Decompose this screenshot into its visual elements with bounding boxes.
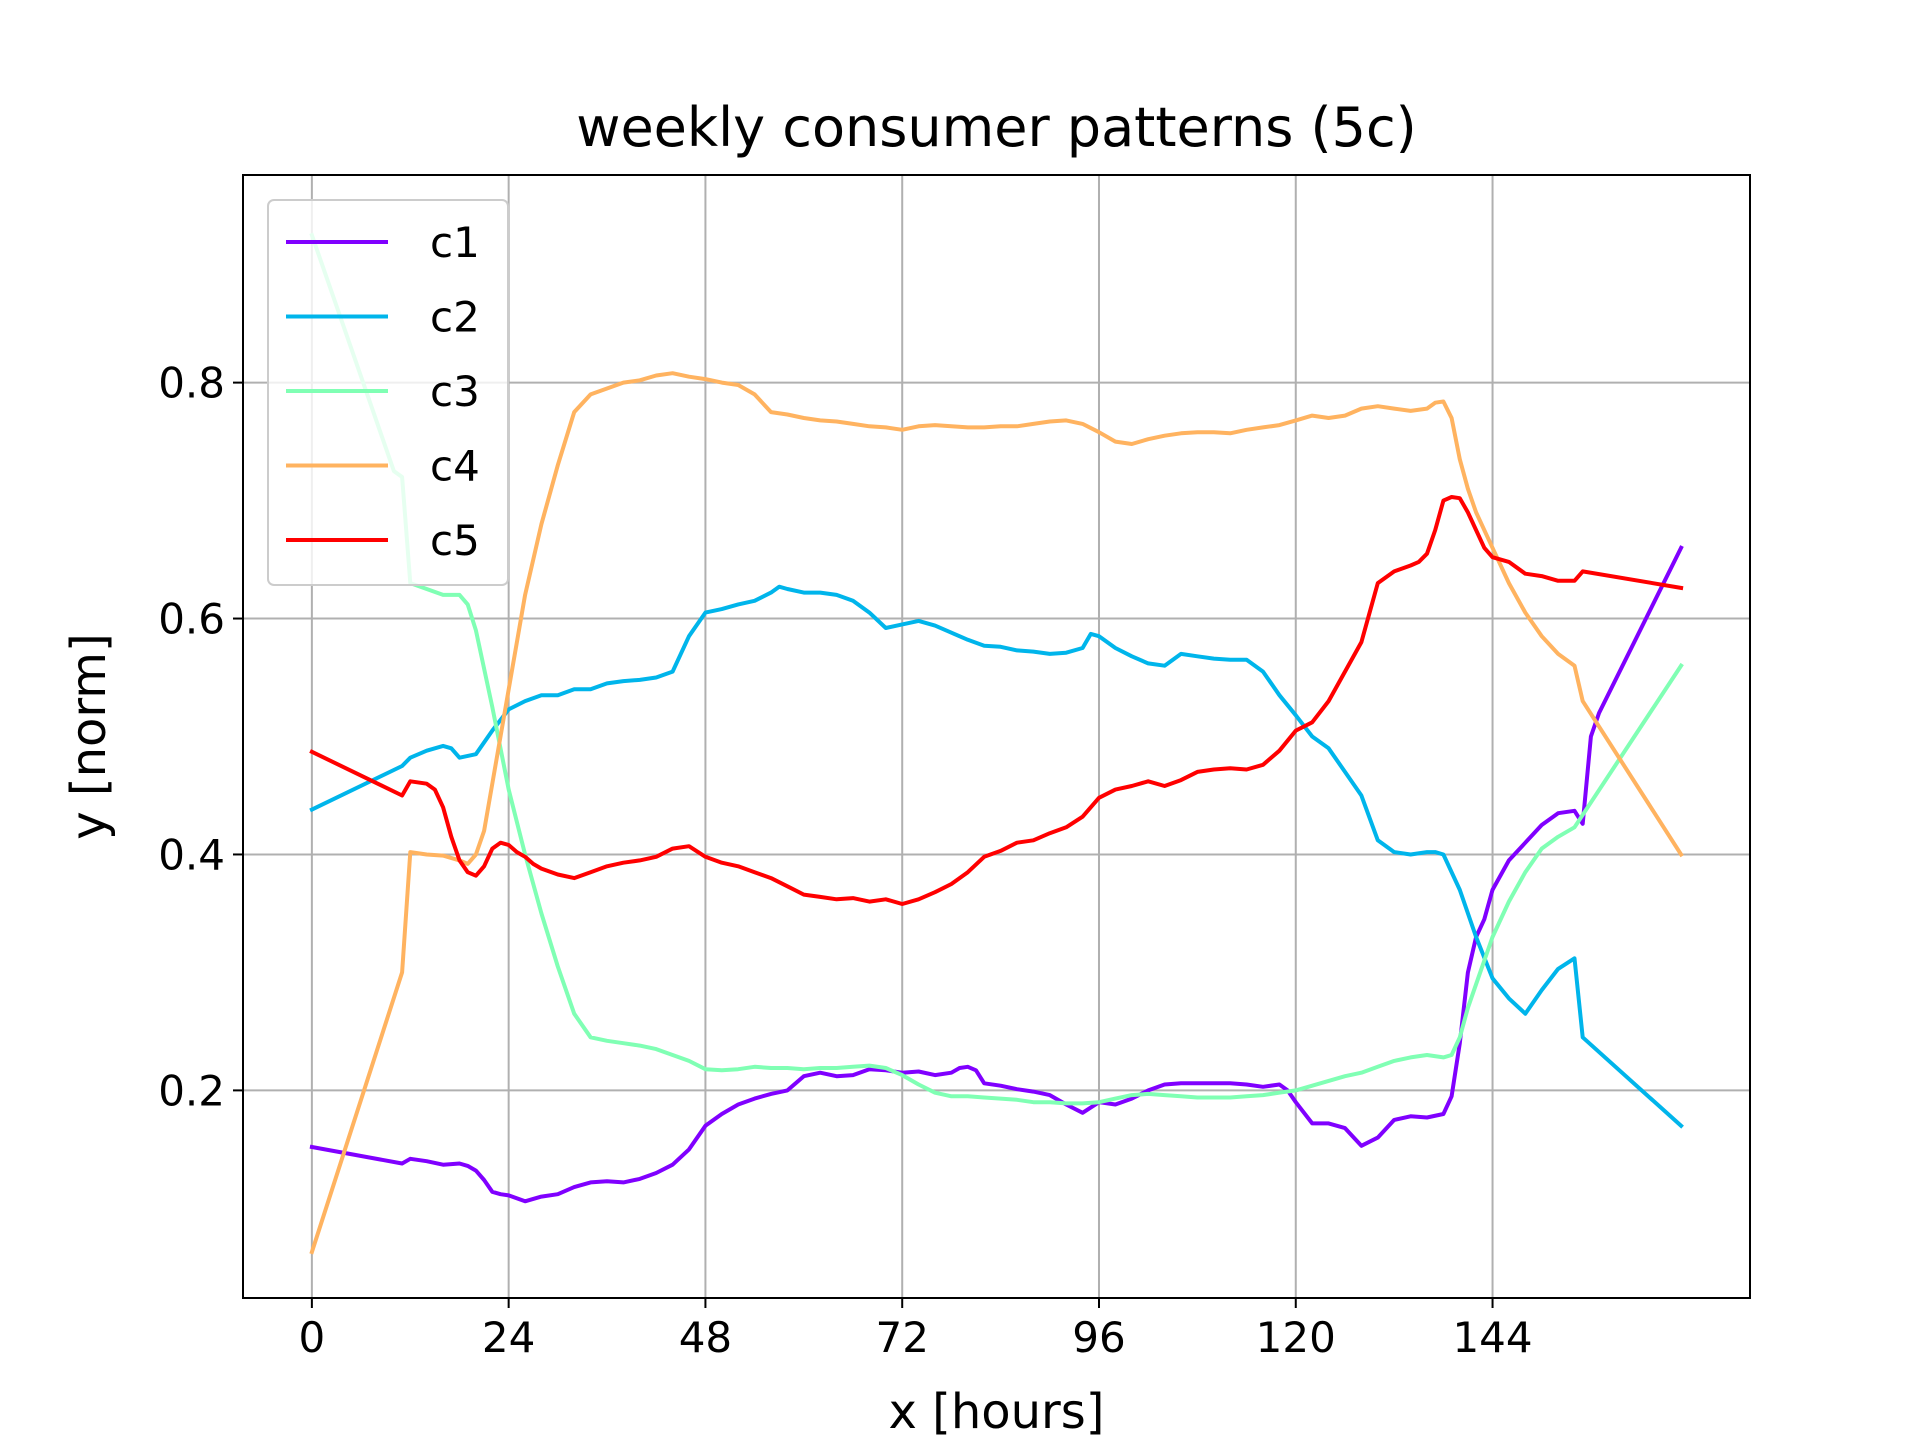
legend-label-c1: c1	[430, 218, 480, 267]
series-line-c1	[309, 545, 1684, 1204]
x-tick-label: 48	[679, 1313, 732, 1362]
chart-title: weekly consumer patterns (5c)	[576, 96, 1416, 159]
legend-label-c4: c4	[430, 442, 480, 491]
y-axis-label: y [norm]	[61, 633, 117, 840]
legend-label-c2: c2	[430, 293, 480, 342]
x-tick-label: 24	[482, 1313, 535, 1362]
legend-label-c5: c5	[430, 516, 480, 565]
axes-frame	[242, 174, 1751, 1299]
y-tick-label: 0.4	[158, 830, 225, 879]
legend: c1 c2 c3 c4 c5	[267, 199, 509, 586]
x-tick-label: 144	[1452, 1313, 1532, 1362]
series-line-c5	[309, 495, 1684, 906]
x-axis-label: x [hours]	[888, 1384, 1104, 1440]
y-tick-label: 0.6	[158, 595, 225, 644]
series-line-c2	[309, 584, 1684, 1129]
x-tick-label: 96	[1072, 1313, 1125, 1362]
legend-label-c3: c3	[430, 367, 480, 416]
plot-series	[309, 232, 1684, 1255]
grid-lines	[243, 175, 1750, 1298]
y-tick-label: 0.2	[158, 1066, 225, 1115]
axis-ticks: 0 24 48 72 96 120 144 0.2 0.4 0.6 0.8	[158, 359, 1532, 1362]
series-line-c4	[309, 371, 1684, 1255]
x-tick-label: 120	[1256, 1313, 1336, 1362]
x-tick-label: 72	[875, 1313, 928, 1362]
x-tick-label: 0	[299, 1313, 326, 1362]
y-tick-label: 0.8	[158, 359, 225, 408]
series-line-c3	[309, 232, 1684, 1106]
